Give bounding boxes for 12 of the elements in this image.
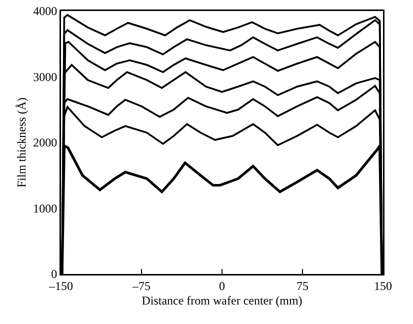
y-axis-title: Film thickness (Å) <box>14 98 29 188</box>
y-tick-label: 0 <box>51 267 58 282</box>
x-tick-label: –150 <box>48 278 73 293</box>
y-tick-label: 2000 <box>33 136 58 150</box>
x-tick-label: 150 <box>374 278 392 293</box>
y-tick-label: 3000 <box>33 70 58 84</box>
x-tick-label: 0 <box>219 278 225 293</box>
x-axis-title: Distance from wafer center (mm) <box>142 294 302 308</box>
y-tick-label: 4000 <box>33 4 58 18</box>
x-tick-label: –75 <box>132 278 150 293</box>
y-tick-label: 1000 <box>33 201 58 216</box>
x-tick-label: 75 <box>296 278 308 293</box>
